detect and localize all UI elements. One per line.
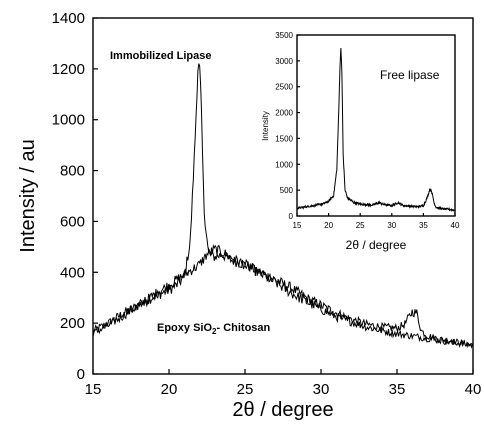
main-y-tick-label-400: 400 [60, 264, 85, 281]
main-x-tick-label-20: 20 [161, 381, 178, 398]
inset-ticks: 15 20 25 30 35 40 0 500 1000 1500 2000 2500 3000 3500 [275, 31, 460, 230]
inset-y-tick-label-500: 500 [280, 186, 294, 195]
main-y-tick-label-1000: 1000 [52, 112, 85, 129]
main-y-tick-label-1400: 1400 [52, 10, 85, 27]
inset-x-tick-label-35: 35 [419, 221, 428, 230]
main-y-tick-label-600: 600 [60, 213, 85, 230]
main-y-tick-label-0: 0 [77, 366, 85, 383]
annotation-immobilized-lipase: Immobilized Lipase [110, 50, 211, 62]
inset-plot-frame [296, 34, 456, 217]
x-axis-title: 2θ / degree [232, 399, 333, 421]
inset-x-tick-label-25: 25 [356, 221, 365, 230]
inset-y-tick-label-3500: 3500 [275, 31, 293, 40]
inset-y-tick-label-2500: 2500 [275, 83, 293, 92]
main-series-epoxy [92, 244, 473, 349]
main-x-tick-label-40: 40 [465, 381, 482, 398]
main-y-tick-label-200: 200 [60, 315, 85, 332]
inset-x-tick-label-40: 40 [451, 221, 460, 230]
inset-y-tick-label-1500: 1500 [275, 134, 293, 143]
annotation-epoxy-chitosan: Epoxy SiO2- Chitosan [157, 322, 271, 336]
inset-series-free [296, 47, 456, 212]
main-x-tick-label-35: 35 [389, 381, 406, 398]
annotation-epoxy-tail: - Chitosan [216, 322, 270, 334]
inset-y-tick-label-3000: 3000 [275, 57, 293, 66]
inset-y-tick-label-2000: 2000 [275, 109, 293, 118]
inset-chart: 15 20 25 30 35 40 0 500 1000 1500 2000 2500 3000 3500… [255, 24, 467, 267]
inset-x-tick-label-15: 15 [293, 221, 302, 230]
inset-x-tick-label-30: 30 [387, 221, 396, 230]
main-plot-frame [92, 17, 474, 375]
inset-x-tick-label-20: 20 [324, 221, 333, 230]
main-series [92, 63, 473, 349]
main-x-tick-label-25: 25 [237, 381, 254, 398]
inset-x-axis-title: 2θ / degree [346, 238, 407, 252]
main-x-tick-label-15: 15 [85, 381, 102, 398]
main-y-tick-label-1200: 1200 [52, 61, 85, 78]
inset-y-axis-title: Intensity [261, 111, 270, 141]
annotation-epoxy-sub: 2 [212, 327, 217, 336]
y-axis-title: Intensity / au [17, 139, 39, 252]
inset-y-tick-label-1000: 1000 [275, 160, 293, 169]
inset-series [296, 47, 456, 212]
annotation-epoxy-main: Epoxy SiO [157, 322, 212, 334]
main-y-tick-label-800: 800 [60, 163, 85, 180]
inset-background [255, 24, 467, 267]
inset-legend-free-lipase: Free lipase [380, 68, 440, 82]
main-x-tick-label-30: 30 [313, 381, 330, 398]
inset-y-tick-label-0: 0 [289, 212, 294, 221]
